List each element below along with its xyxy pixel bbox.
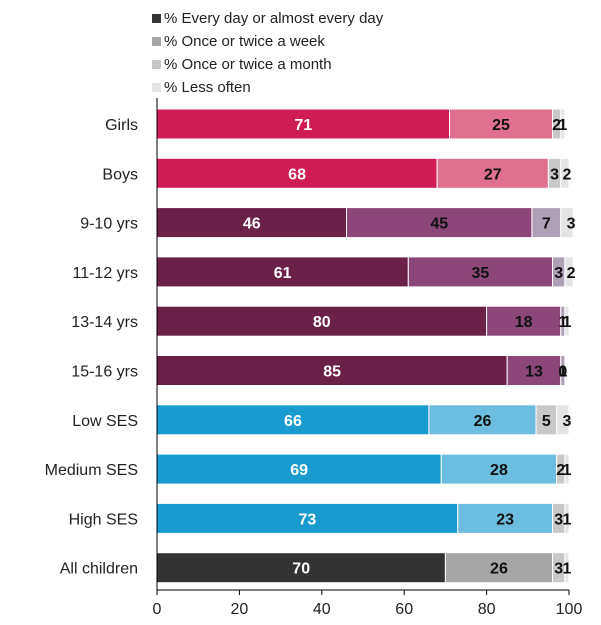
legend-swatch-less-often <box>152 82 161 92</box>
data-label-13-14-yrs-monthly: 1 <box>558 314 567 331</box>
bar-segment-all-children-every-day <box>156 552 446 584</box>
data-label-boys-every-day: 68 <box>288 166 306 183</box>
category-label-9-10-yrs: 9-10 yrs <box>80 216 138 233</box>
data-label-high-ses-monthly: 3 <box>554 511 563 528</box>
data-label-all-children-less-often: 1 <box>563 561 572 578</box>
data-label-11-12-yrs-less-often: 2 <box>567 265 576 282</box>
legend-label-monthly: % Once or twice a month <box>164 55 332 73</box>
bar-segment-11-12-yrs-every-day <box>156 256 409 288</box>
data-label-all-children-weekly: 26 <box>490 561 508 578</box>
category-label-15-16-yrs: 15-16 yrs <box>71 364 138 381</box>
bar-segment-all-children-weekly <box>444 552 554 584</box>
legend-item-every-day: % Every day or almost every day <box>152 9 383 27</box>
bar-segment-9-10-yrs-less-often <box>560 207 574 239</box>
x-tick-label-80: 80 <box>478 601 496 618</box>
data-label-medium-ses-less-often: 1 <box>563 462 572 479</box>
data-label-13-14-yrs-weekly: 18 <box>515 314 533 331</box>
bar-segment-15-16-yrs-monthly <box>560 355 566 386</box>
category-label-medium-ses: Medium SES <box>45 462 138 479</box>
data-label-low-ses-monthly: 5 <box>542 413 551 430</box>
data-label-9-10-yrs-monthly: 7 <box>542 216 551 233</box>
bar-segment-medium-ses-every-day <box>156 453 442 485</box>
data-label-15-16-yrs-monthly: 1 <box>558 364 567 381</box>
category-label-all-children: All children <box>60 561 138 578</box>
bar-segment-11-12-yrs-less-often <box>564 256 574 288</box>
x-tick-label-40: 40 <box>313 601 331 618</box>
bar-segment-9-10-yrs-every-day <box>156 207 348 239</box>
data-label-high-ses-every-day: 73 <box>298 511 316 528</box>
bar-segment-boys-less-often <box>560 157 570 189</box>
category-label-boys: Boys <box>102 166 138 183</box>
category-label-13-14-yrs: 13-14 yrs <box>71 314 138 331</box>
data-label-15-16-yrs-every-day: 85 <box>323 364 341 381</box>
legend-swatch-weekly <box>152 36 161 46</box>
data-label-15-16-yrs-less-often: 0 <box>558 364 567 381</box>
data-label-9-10-yrs-less-often: 3 <box>567 216 576 233</box>
legend-label-weekly: % Once or twice a week <box>164 32 325 50</box>
bar-segment-low-ses-less-often <box>556 404 570 436</box>
data-label-girls-every-day: 71 <box>294 117 312 134</box>
data-label-medium-ses-weekly: 28 <box>490 462 508 479</box>
bar-segment-boys-every-day <box>156 157 438 189</box>
bar-segment-girls-less-often <box>560 108 566 140</box>
bar-segment-medium-ses-less-often <box>564 453 570 485</box>
category-label-low-ses: Low SES <box>72 413 138 430</box>
data-label-11-12-yrs-every-day: 61 <box>274 265 292 282</box>
bar-segment-high-ses-weekly <box>457 502 554 534</box>
data-label-low-ses-less-often: 3 <box>563 413 572 430</box>
bar-segment-9-10-yrs-weekly <box>346 207 533 239</box>
data-label-all-children-every-day: 70 <box>292 561 310 578</box>
bar-segment-low-ses-every-day <box>156 404 430 436</box>
legend-item-less-often: % Less often <box>152 78 251 96</box>
data-label-13-14-yrs-less-often: 1 <box>563 314 572 331</box>
data-label-girls-less-often: 1 <box>558 117 567 134</box>
bar-segment-13-14-yrs-every-day <box>156 305 488 337</box>
data-label-low-ses-weekly: 26 <box>474 413 492 430</box>
data-label-girls-weekly: 25 <box>492 117 510 134</box>
legend-swatch-monthly <box>152 59 161 69</box>
data-label-13-14-yrs-every-day: 80 <box>313 314 331 331</box>
bar-segment-13-14-yrs-less-often <box>564 305 570 337</box>
x-tick-label-0: 0 <box>153 601 162 618</box>
category-label-girls: Girls <box>105 117 138 134</box>
data-label-medium-ses-every-day: 69 <box>290 462 308 479</box>
data-label-high-ses-weekly: 23 <box>496 511 514 528</box>
category-label-high-ses: High SES <box>69 511 138 528</box>
data-label-boys-weekly: 27 <box>484 166 502 183</box>
category-label-11-12-yrs: 11-12 yrs <box>72 265 138 282</box>
data-label-medium-ses-monthly: 2 <box>556 462 565 479</box>
legend-label-less-often: % Less often <box>164 78 251 96</box>
legend-label-every-day: % Every day or almost every day <box>164 9 384 27</box>
bar-segment-15-16-yrs-weekly <box>506 355 562 386</box>
legend-item-monthly: % Once or twice a month <box>152 55 332 73</box>
data-label-11-12-yrs-monthly: 3 <box>554 265 563 282</box>
x-tick-label-100: 100 <box>556 601 583 618</box>
bar-segment-15-16-yrs-every-day <box>156 355 508 386</box>
bar-segment-all-children-less-often <box>564 552 570 584</box>
data-label-boys-less-often: 2 <box>563 166 572 183</box>
legend-swatch-every-day <box>152 13 161 23</box>
bar-segment-low-ses-weekly <box>428 404 537 436</box>
data-label-low-ses-every-day: 66 <box>284 413 302 430</box>
data-label-boys-monthly: 3 <box>550 166 559 183</box>
legend-item-weekly: % Once or twice a week <box>152 32 325 50</box>
data-label-9-10-yrs-weekly: 45 <box>430 216 448 233</box>
data-label-9-10-yrs-every-day: 46 <box>243 216 261 233</box>
data-label-all-children-monthly: 3 <box>554 561 563 578</box>
x-tick-label-60: 60 <box>395 601 413 618</box>
bar-segment-boys-weekly <box>436 157 549 189</box>
data-label-girls-monthly: 2 <box>552 117 561 134</box>
data-label-11-12-yrs-weekly: 35 <box>472 265 490 282</box>
x-tick-label-20: 20 <box>231 601 249 618</box>
bar-segment-girls-weekly <box>449 108 554 140</box>
data-label-high-ses-less-often: 1 <box>563 511 572 528</box>
data-label-15-16-yrs-weekly: 13 <box>525 364 543 381</box>
bar-segment-high-ses-every-day <box>156 502 459 534</box>
bar-segment-13-14-yrs-weekly <box>486 305 562 337</box>
bar-segment-high-ses-less-often <box>564 502 570 534</box>
